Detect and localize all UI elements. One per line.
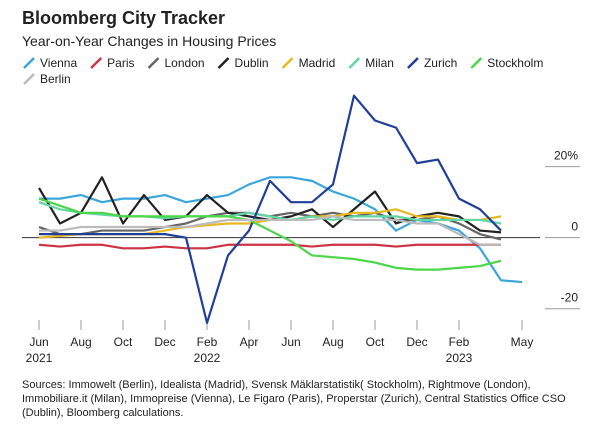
series-line — [39, 215, 501, 246]
source-note: Sources: Immowelt (Berlin), Idealista (M… — [22, 379, 566, 419]
x-tick-label: May — [511, 335, 534, 349]
x-tick-label: Oct — [366, 335, 385, 349]
x-tick-label: Apr — [240, 335, 259, 349]
legend-label: Berlin — [40, 72, 71, 86]
legend-swatch — [407, 57, 419, 69]
series-line — [38, 197, 502, 271]
y-tick-label: 0 — [571, 220, 578, 234]
legend-label: Stockholm — [487, 56, 543, 70]
y-tick-label: 20% — [554, 149, 578, 163]
legend-swatch — [281, 57, 294, 69]
x-tick-label: Dec — [406, 335, 427, 349]
legend-swatch — [217, 57, 230, 69]
legend-label: Dublin — [235, 56, 269, 70]
x-tick-label: Feb 2022 — [194, 335, 221, 365]
chart-title: Bloomberg City Tracker — [22, 8, 225, 28]
legend-swatch — [90, 57, 103, 69]
x-tick-label: Jun — [281, 335, 300, 349]
chart: Bloomberg City Tracker Year-on-Year Chan… — [22, 8, 580, 365]
x-tick-label: Dec — [154, 335, 175, 349]
legend-label: Paris — [107, 56, 134, 70]
legend-swatch — [470, 57, 483, 69]
x-tick-label: Aug — [70, 335, 91, 349]
legend-swatch — [147, 57, 160, 69]
y-tick-label: -20 — [561, 291, 579, 305]
chart-subtitle: Year-on-Year Changes in Housing Prices — [22, 33, 276, 49]
legend-label: Zurich — [424, 56, 457, 70]
series-line — [39, 94, 502, 324]
legend-label: London — [165, 56, 205, 70]
legend-label: Madrid — [299, 56, 336, 70]
legend-label: Vienna — [40, 56, 77, 70]
x-tick-label: Oct — [114, 335, 133, 349]
x-tick-label: Aug — [322, 335, 343, 349]
legend-swatch — [23, 57, 35, 69]
x-tick-label: Feb 2023 — [446, 335, 473, 365]
legend-label: Milan — [365, 56, 394, 70]
series-line — [38, 243, 501, 250]
x-tick-label: Jun 2021 — [26, 335, 53, 365]
legend-swatch — [23, 73, 35, 85]
legend-swatch — [348, 57, 361, 69]
